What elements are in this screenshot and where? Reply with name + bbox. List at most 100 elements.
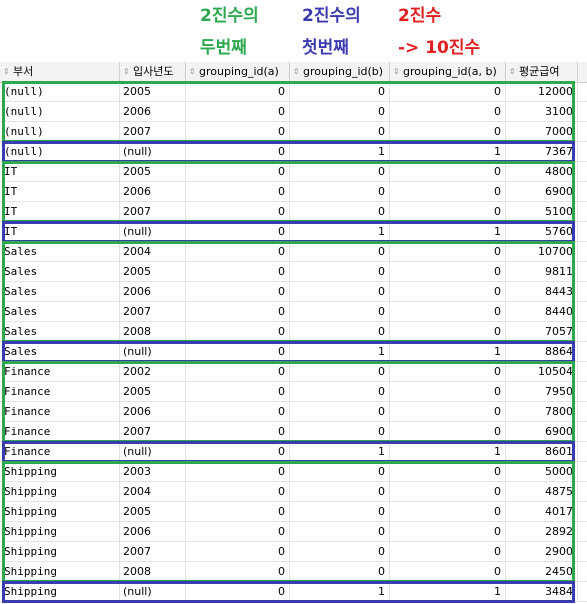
cell-year[interactable]: (null) [120,582,186,602]
cell-grouping-id-b[interactable]: 0 [290,322,390,342]
cell-grouping-id-ab[interactable]: 1 [390,342,506,362]
cell-grouping-id-ab[interactable]: 0 [390,302,506,322]
cell-grouping-id-b[interactable]: 0 [290,182,390,202]
cell-avg-salary[interactable]: 8440 [506,302,578,322]
table-row[interactable]: Shipping 2004 0 0 0 4875 [0,482,587,502]
cell-grouping-id-ab[interactable]: 0 [390,542,506,562]
cell-grouping-id-a[interactable]: 0 [186,322,290,342]
cell-grouping-id-b[interactable]: 1 [290,442,390,462]
cell-grouping-id-ab[interactable]: 0 [390,502,506,522]
cell-year[interactable]: 2006 [120,182,186,202]
cell-dept[interactable]: IT [0,162,120,182]
cell-dept[interactable]: (null) [0,82,120,102]
cell-grouping-id-b[interactable]: 0 [290,302,390,322]
cell-year[interactable]: 2007 [120,302,186,322]
cell-year[interactable]: 2008 [120,322,186,342]
cell-dept[interactable]: Shipping [0,482,120,502]
table-row[interactable]: Finance 2007 0 0 0 6900 [0,422,587,442]
cell-year[interactable]: 2006 [120,102,186,122]
table-row[interactable]: Sales 2006 0 0 0 8443 [0,282,587,302]
cell-year[interactable]: (null) [120,342,186,362]
cell-grouping-id-b[interactable]: 0 [290,542,390,562]
cell-avg-salary[interactable]: 7000 [506,122,578,142]
cell-grouping-id-b[interactable]: 0 [290,82,390,102]
table-row[interactable]: Shipping 2006 0 0 0 2892 [0,522,587,542]
cell-grouping-id-ab[interactable]: 0 [390,382,506,402]
cell-grouping-id-ab[interactable]: 0 [390,102,506,122]
cell-grouping-id-a[interactable]: 0 [186,162,290,182]
cell-dept[interactable]: Shipping [0,542,120,562]
column-header-year[interactable]: ⇕ 입사년도 [120,62,186,82]
column-header-grouping-id-a[interactable]: ⇕ grouping_id(a) [186,62,290,82]
sort-icon[interactable]: ⇕ [393,67,400,76]
cell-year[interactable]: 2006 [120,402,186,422]
cell-dept[interactable]: IT [0,182,120,202]
cell-grouping-id-ab[interactable]: 1 [390,142,506,162]
cell-avg-salary[interactable]: 3100 [506,102,578,122]
cell-avg-salary[interactable]: 6900 [506,182,578,202]
cell-year[interactable]: 2005 [120,262,186,282]
cell-grouping-id-a[interactable]: 0 [186,402,290,422]
cell-year[interactable]: 2007 [120,422,186,442]
cell-avg-salary[interactable]: 7057 [506,322,578,342]
cell-avg-salary[interactable]: 8864 [506,342,578,362]
cell-grouping-id-a[interactable]: 0 [186,82,290,102]
cell-grouping-id-a[interactable]: 0 [186,222,290,242]
cell-dept[interactable]: Finance [0,422,120,442]
table-row[interactable]: (null) 2006 0 0 0 3100 [0,102,587,122]
cell-avg-salary[interactable]: 4017 [506,502,578,522]
column-header-avg-salary[interactable]: ⇕ 평균급여 [506,62,578,82]
cell-avg-salary[interactable]: 10504 [506,362,578,382]
cell-avg-salary[interactable]: 9811 [506,262,578,282]
cell-grouping-id-a[interactable]: 0 [186,242,290,262]
cell-grouping-id-a[interactable]: 0 [186,582,290,602]
cell-grouping-id-ab[interactable]: 0 [390,262,506,282]
cell-grouping-id-ab[interactable]: 1 [390,582,506,602]
cell-avg-salary[interactable]: 2892 [506,522,578,542]
cell-dept[interactable]: Finance [0,442,120,462]
cell-avg-salary[interactable]: 4800 [506,162,578,182]
table-row[interactable]: Shipping 2008 0 0 0 2450 [0,562,587,582]
table-row[interactable]: Sales (null) 0 1 1 8864 [0,342,587,362]
cell-grouping-id-a[interactable]: 0 [186,262,290,282]
cell-avg-salary[interactable]: 12000 [506,82,578,102]
cell-grouping-id-b[interactable]: 0 [290,382,390,402]
cell-avg-salary[interactable]: 7367 [506,142,578,162]
cell-dept[interactable]: Sales [0,342,120,362]
cell-grouping-id-ab[interactable]: 0 [390,282,506,302]
cell-grouping-id-ab[interactable]: 0 [390,362,506,382]
cell-dept[interactable]: (null) [0,122,120,142]
cell-grouping-id-b[interactable]: 0 [290,122,390,142]
cell-grouping-id-b[interactable]: 1 [290,142,390,162]
cell-avg-salary[interactable]: 8601 [506,442,578,462]
cell-grouping-id-b[interactable]: 0 [290,502,390,522]
cell-avg-salary[interactable]: 6900 [506,422,578,442]
table-row[interactable]: IT (null) 0 1 1 5760 [0,222,587,242]
cell-grouping-id-ab[interactable]: 0 [390,422,506,442]
cell-grouping-id-a[interactable]: 0 [186,462,290,482]
cell-grouping-id-b[interactable]: 0 [290,562,390,582]
table-row[interactable]: (null) 2005 0 0 0 12000 [0,82,587,102]
cell-year[interactable]: (null) [120,442,186,462]
cell-avg-salary[interactable]: 8443 [506,282,578,302]
cell-grouping-id-ab[interactable]: 0 [390,242,506,262]
cell-year[interactable]: (null) [120,222,186,242]
cell-grouping-id-a[interactable]: 0 [186,562,290,582]
table-row[interactable]: (null) 2007 0 0 0 7000 [0,122,587,142]
cell-grouping-id-b[interactable]: 0 [290,462,390,482]
cell-avg-salary[interactable]: 10700 [506,242,578,262]
cell-grouping-id-b[interactable]: 0 [290,482,390,502]
cell-dept[interactable]: Finance [0,382,120,402]
table-row[interactable]: Sales 2004 0 0 0 10700 [0,242,587,262]
cell-grouping-id-ab[interactable]: 0 [390,82,506,102]
cell-dept[interactable]: (null) [0,142,120,162]
cell-dept[interactable]: Shipping [0,522,120,542]
table-row[interactable]: Finance (null) 0 1 1 8601 [0,442,587,462]
cell-dept[interactable]: Shipping [0,562,120,582]
cell-year[interactable]: 2007 [120,202,186,222]
cell-grouping-id-ab[interactable]: 0 [390,122,506,142]
cell-grouping-id-ab[interactable]: 0 [390,562,506,582]
table-row[interactable]: Shipping 2005 0 0 0 4017 [0,502,587,522]
cell-year[interactable]: (null) [120,142,186,162]
cell-dept[interactable]: Shipping [0,502,120,522]
